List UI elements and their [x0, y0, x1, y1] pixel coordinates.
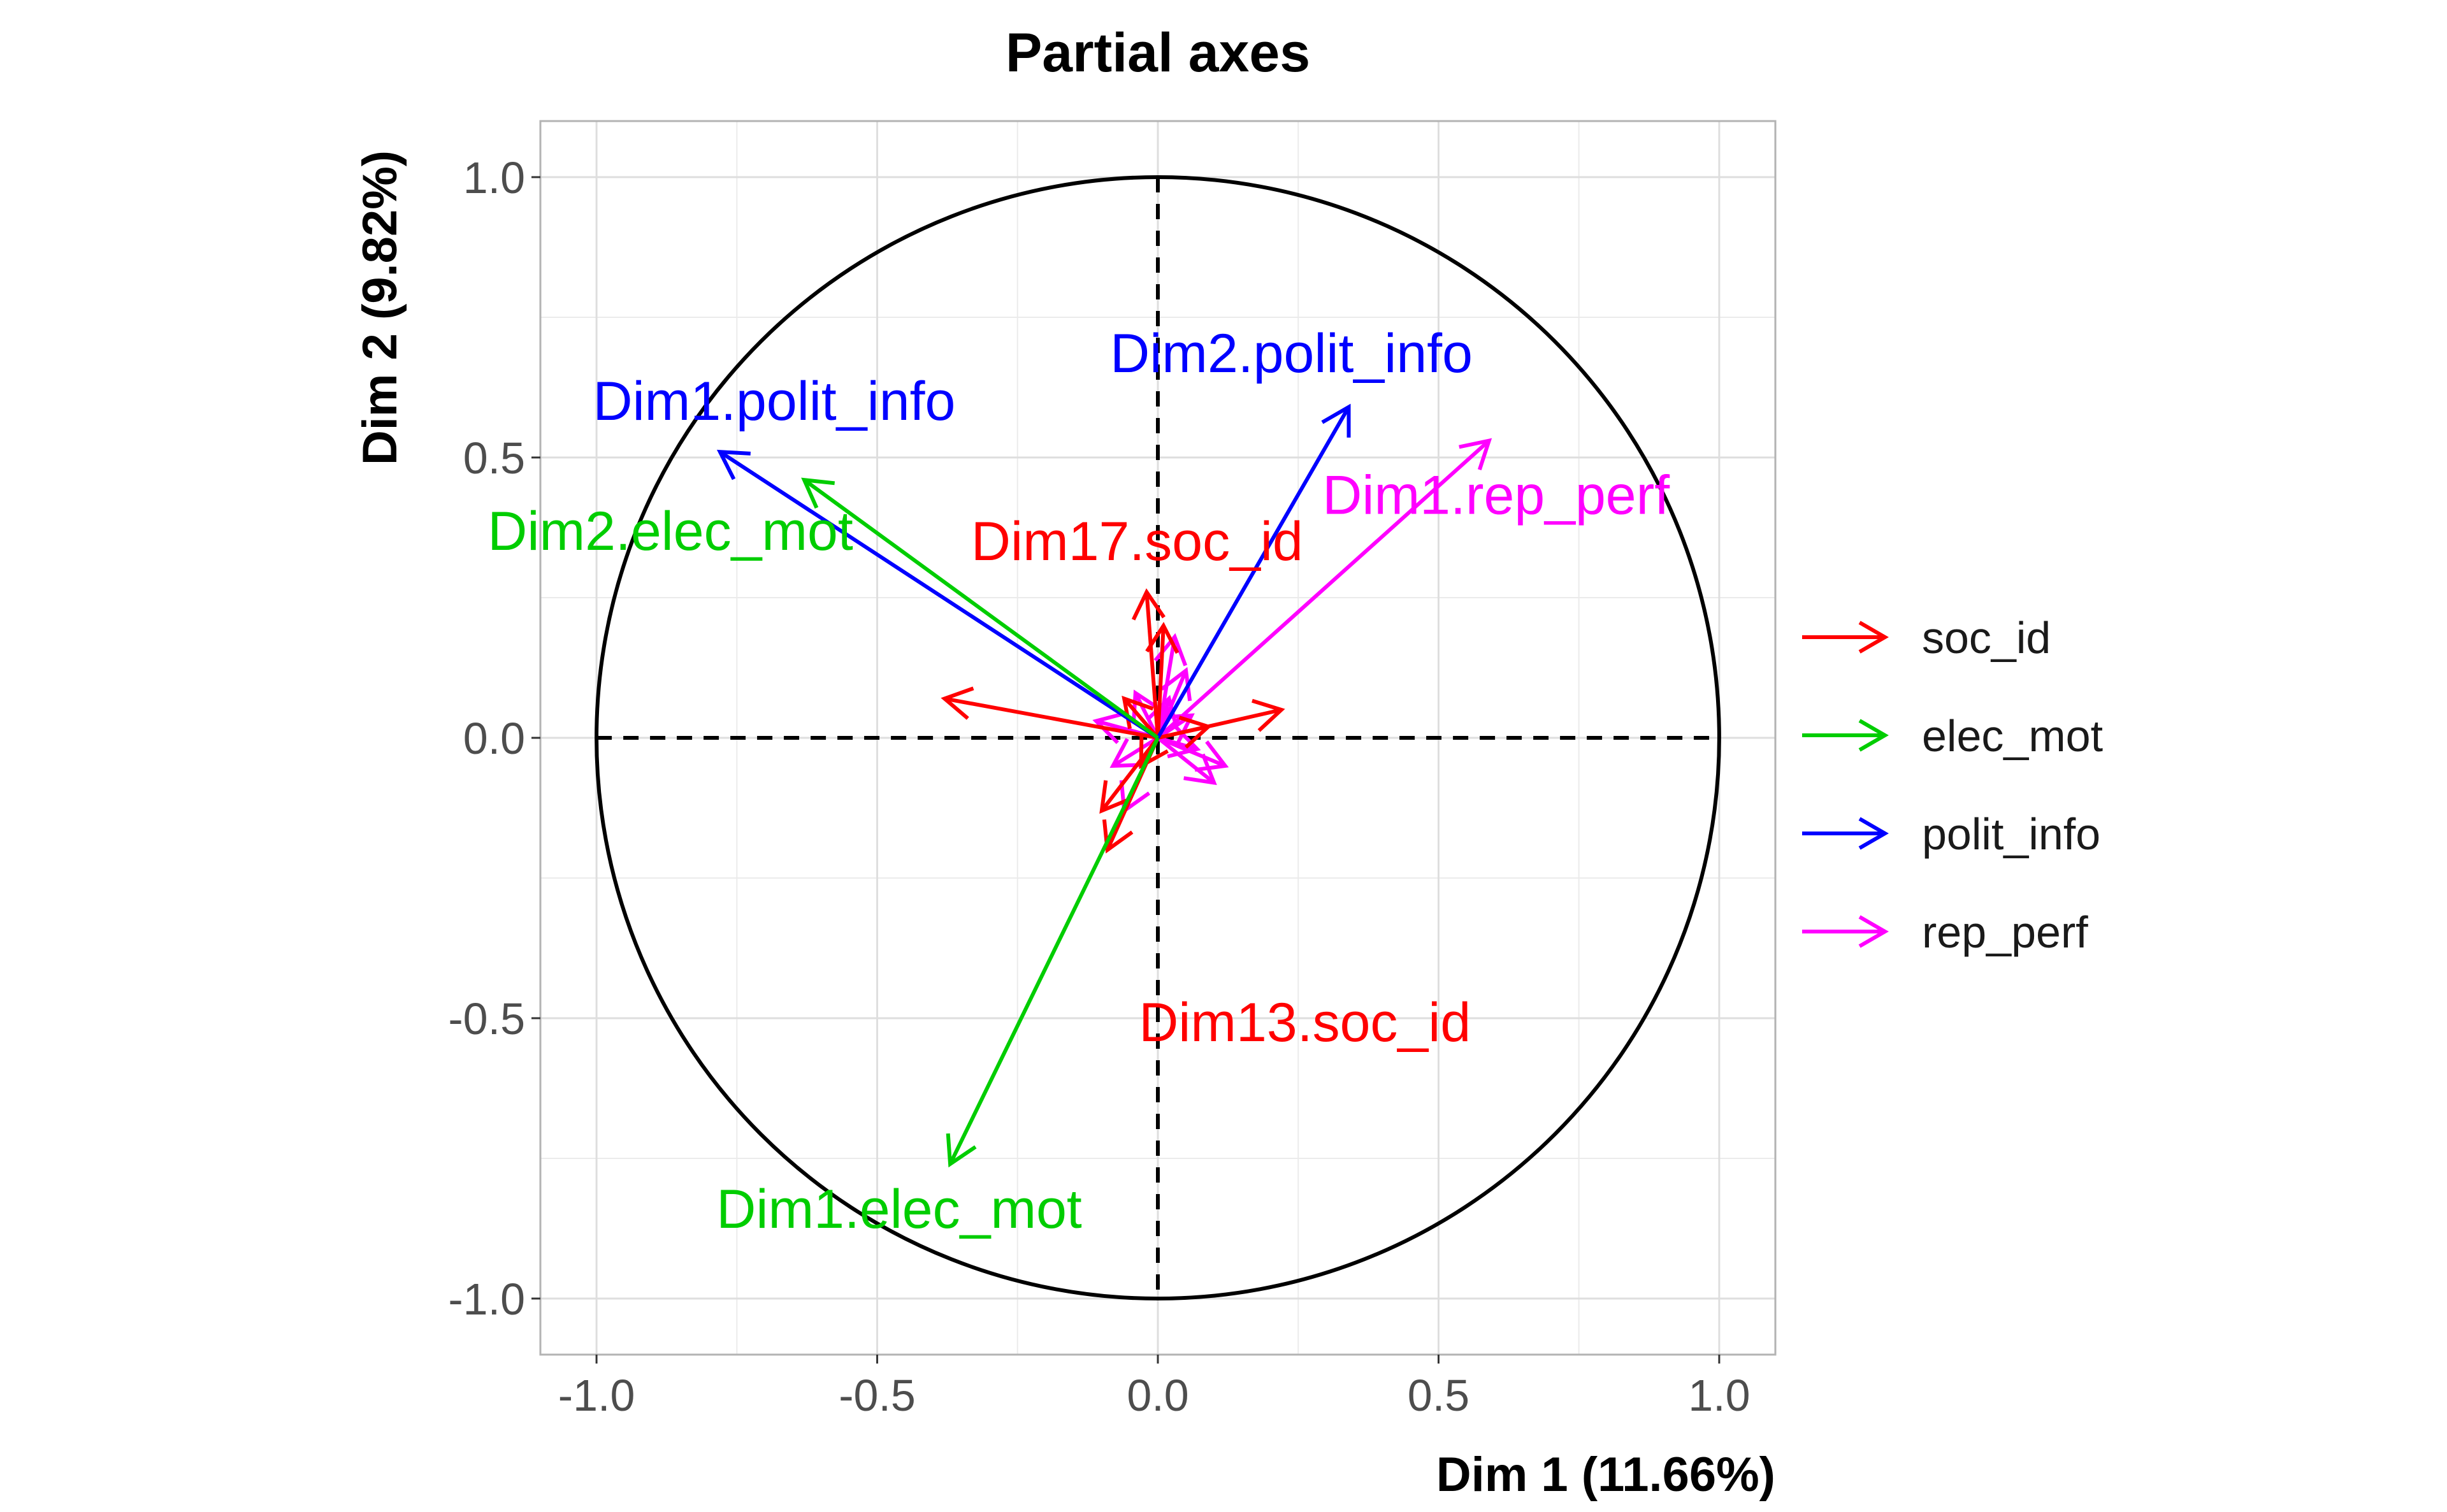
legend-arrow-rep_perf — [1802, 915, 1889, 948]
vector-arrow-soc_id-0-shaft — [1144, 591, 1160, 738]
legend-arrow-elec_mot-head — [1858, 719, 1889, 752]
vector-arrow-elec_mot-0 — [946, 737, 1160, 1168]
legend-key-soc_id — [1802, 621, 1889, 654]
vector-arrow-rep_perf-2-head — [1183, 753, 1217, 786]
vector-arrow-rep_perf-0-head — [1459, 438, 1492, 471]
legend-arrow-polit_info-head — [1858, 817, 1889, 850]
vector-arrow-soc_id-3-head — [1252, 698, 1285, 732]
vector-arrow-rep_perf-3-head — [1194, 740, 1229, 772]
vector-arrow-soc_id-5-head — [1099, 780, 1131, 814]
vector-arrow-rep_perf-7 — [1131, 689, 1162, 739]
vector-arrow-polit_info-0-shaft — [719, 450, 1159, 740]
vector-arrow-rep_perf-5-head — [1092, 711, 1127, 744]
y-tick-label: 1.0 — [463, 153, 525, 203]
unit-circle-layer — [595, 175, 1721, 1300]
chart-title: Partial axes — [1006, 22, 1310, 83]
vector-label-soc_id: Dim13.soc_id — [1139, 992, 1471, 1053]
vector-arrow-rep_perf-0-shaft — [1156, 439, 1491, 740]
vector-arrow-rep_perf-2 — [1157, 736, 1217, 786]
vector-arrow-soc_id-1-head — [1102, 819, 1134, 854]
vector-arrow-polit_info-0-head — [716, 449, 751, 480]
legend-arrow-elec_mot — [1802, 719, 1889, 752]
legend-arrow-polit_info — [1802, 817, 1889, 850]
x-tick-label: -0.5 — [839, 1371, 916, 1420]
vector-arrow-soc_id-0-head — [1131, 588, 1166, 621]
legend-label-elec_mot: elec_mot — [1922, 711, 2103, 761]
vector-label-soc_id: Dim17.soc_id — [971, 511, 1303, 572]
vector-arrow-rep_perf-8-shaft — [1157, 736, 1198, 751]
plot-panel: Dim17.soc_id Dim13.soc_id Dim1.elec_mot Dim… — [487, 120, 1777, 1356]
x-tick-label: 0.5 — [1408, 1371, 1469, 1420]
legend-label-polit_info: polit_info — [1922, 809, 2100, 859]
vector-arrow-soc_id-6-shaft — [1157, 724, 1209, 740]
legend-arrow-rep_perf-head — [1858, 915, 1889, 948]
y-tick-label: 0.0 — [463, 714, 525, 763]
vector-arrow-polit_info-1-shaft — [1156, 406, 1351, 739]
vector-arrow-soc_id-8-head — [1139, 735, 1169, 770]
vector-arrows — [716, 403, 1492, 1168]
vector-arrow-soc_id-2-shaft — [944, 696, 1159, 740]
vector-label-polit_info: Dim1.polit_info — [593, 371, 955, 432]
y-axis-title: Dim 2 (9.82%) — [353, 150, 407, 465]
vector-arrow-polit_info-1-head — [1321, 403, 1351, 438]
legend-key-elec_mot — [1802, 719, 1889, 752]
legend-arrow-soc_id-head — [1858, 621, 1889, 654]
legend: soc_id elec_mot polit_info rep_perf — [1802, 613, 2103, 957]
x-tick-label: -1.0 — [558, 1371, 635, 1420]
vector-arrow-polit_info-1 — [1156, 403, 1351, 739]
x-axis-title: Dim 1 (11.66%) — [1436, 1448, 1775, 1502]
legend-key-rep_perf — [1802, 915, 1889, 948]
vector-arrow-rep_perf-2-shaft — [1157, 736, 1215, 784]
y-tick-label: 0.5 — [463, 433, 525, 483]
vector-arrow-soc_id-0 — [1131, 588, 1166, 738]
vector-arrow-soc_id-6 — [1157, 716, 1213, 749]
unit-circle — [595, 175, 1721, 1300]
vector-label-rep_perf: Dim1.rep_perf — [1322, 465, 1670, 526]
y-tick-label: -0.5 — [448, 994, 525, 1044]
vector-label-elec_mot: Dim2.elec_mot — [487, 501, 853, 562]
y-axis-ticks: -1.0 -0.5 0.0 0.5 1.0 — [448, 153, 540, 1324]
vector-arrow-rep_perf-0 — [1156, 438, 1492, 740]
vector-arrow-rep_perf-7-shaft — [1134, 692, 1160, 739]
vector-label-elec_mot: Dim1.elec_mot — [716, 1179, 1082, 1240]
vector-arrow-soc_id-4-head — [1145, 622, 1180, 654]
vector-arrow-elec_mot-0-head — [946, 1133, 977, 1168]
vector-arrow-elec_mot-0-shaft — [948, 737, 1160, 1165]
vector-arrow-soc_id-7-shaft — [1122, 697, 1160, 739]
vector-arrow-soc_id-4-shaft — [1156, 625, 1166, 738]
vector-arrow-rep_perf-9-shaft — [1111, 736, 1159, 768]
y-tick-label: -1.0 — [448, 1274, 525, 1324]
legend-label-soc_id: soc_id — [1922, 613, 2051, 663]
legend-label-rep_perf: rep_perf — [1922, 907, 2088, 957]
vector-arrow-soc_id-2-head — [941, 686, 974, 720]
vector-arrow-polit_info-0 — [716, 449, 1159, 740]
vector-arrow-soc_id-4 — [1145, 622, 1180, 738]
legend-key-polit_info — [1802, 817, 1889, 850]
vector-arrow-elec_mot-1 — [801, 477, 1159, 740]
vector-arrow-soc_id-2 — [941, 686, 1159, 740]
vector-arrow-elec_mot-1-shaft — [803, 478, 1159, 740]
vector-arrow-rep_perf-6-head — [1160, 666, 1192, 702]
legend-arrow-soc_id — [1802, 621, 1889, 654]
vector-labels: Dim17.soc_id Dim13.soc_id Dim1.elec_mot Dim… — [487, 323, 1670, 1240]
x-tick-label: 1.0 — [1688, 1371, 1750, 1420]
vector-arrow-rep_perf-9-head — [1109, 738, 1144, 768]
vector-label-polit_info: Dim2.polit_info — [1110, 323, 1473, 384]
vector-arrow-soc_id-6-head — [1178, 716, 1213, 749]
vector-arrow-elec_mot-1-head — [801, 477, 835, 509]
x-axis-ticks: -1.0 -0.5 0.0 0.5 1.0 — [558, 1355, 1750, 1420]
x-tick-label: 0.0 — [1127, 1371, 1188, 1420]
vector-arrow-rep_perf-7-head — [1131, 689, 1162, 724]
vector-arrow-rep_perf-9 — [1109, 736, 1159, 768]
